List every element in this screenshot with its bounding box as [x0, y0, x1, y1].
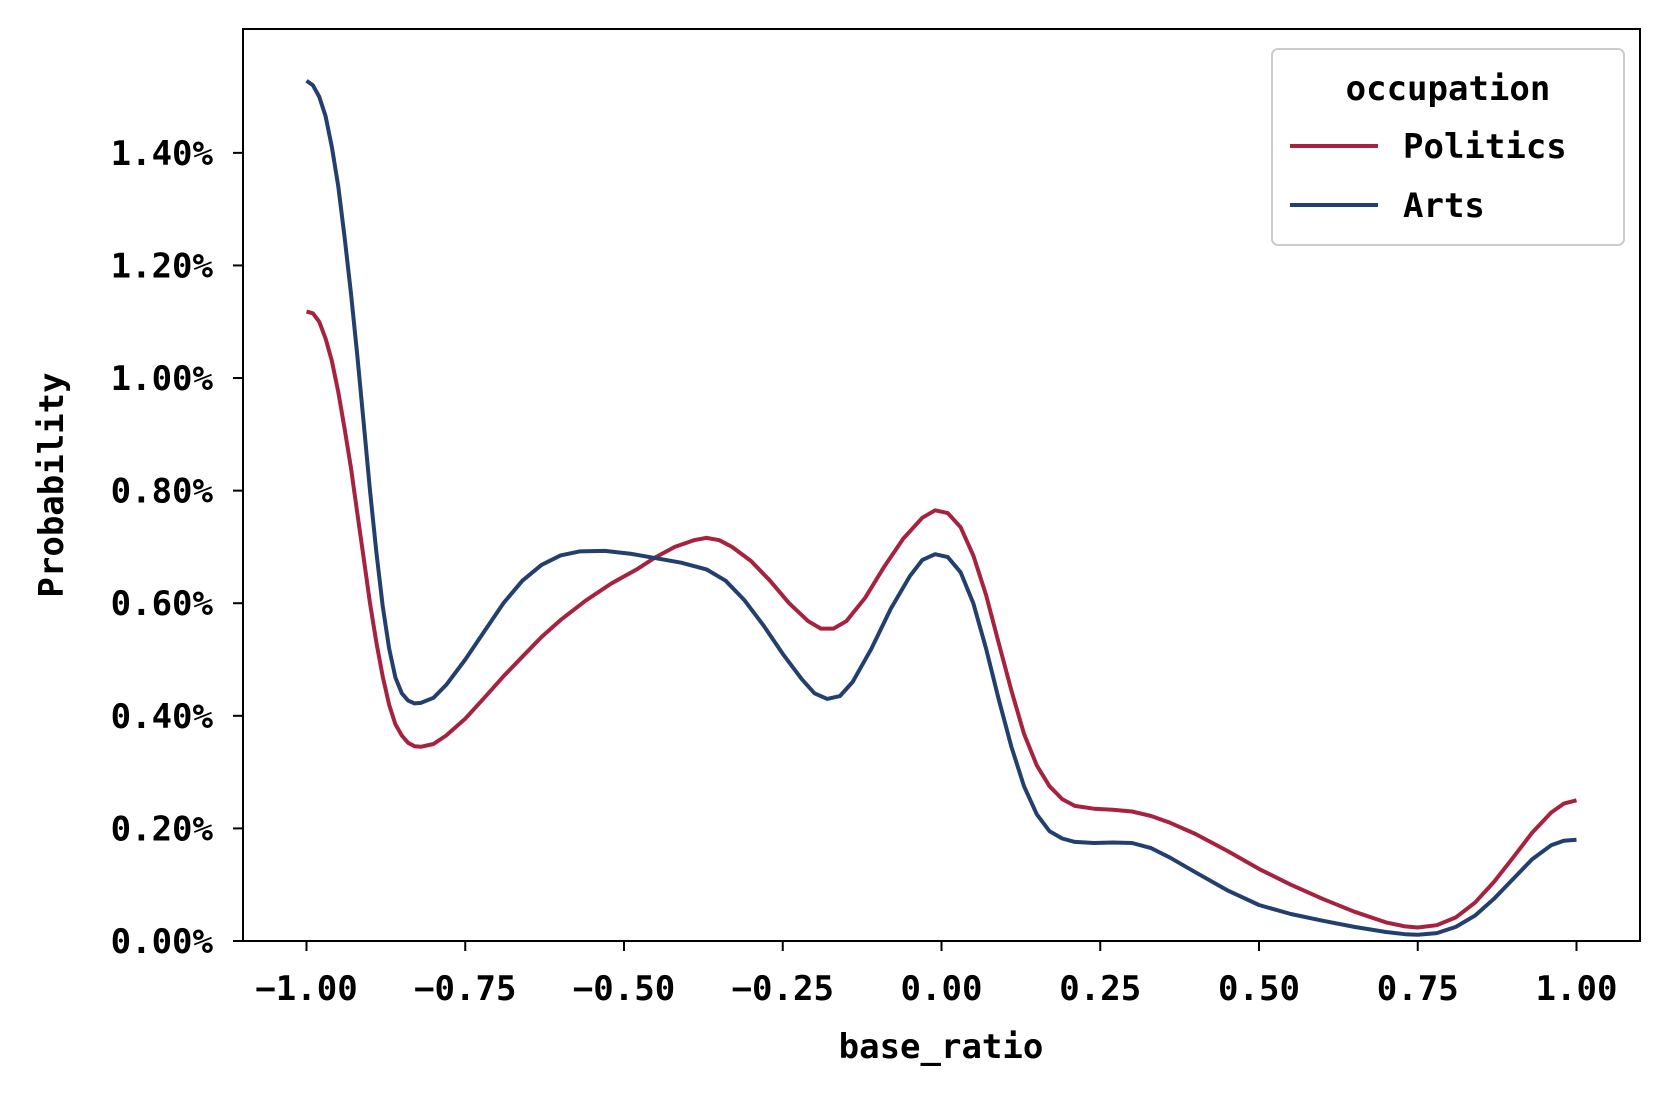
y-tick-label: 1.40%: [111, 134, 214, 174]
series-line-arts: [305, 79, 1577, 937]
x-tick-label: 0.50: [1218, 969, 1300, 1009]
x-tick-label: −0.75: [414, 969, 516, 1009]
y-tick-label: 1.00%: [111, 359, 214, 399]
series-line-politics: [305, 309, 1578, 930]
series-layer: [305, 79, 1578, 937]
legend-title: occupation: [1346, 69, 1551, 109]
legend-label-arts: Arts: [1403, 186, 1485, 226]
x-tick-label: 0.75: [1377, 969, 1459, 1009]
x-axis-label: base_ratio: [839, 1027, 1044, 1067]
x-tick-label: 0.00: [901, 969, 983, 1009]
y-axis-label: Probability: [32, 372, 72, 597]
legend-label-politics: Politics: [1403, 127, 1567, 167]
x-axis: −1.00 −0.75 −0.50 −0.25 0.00 0.25 0.50 0.75 1.00: [255, 941, 1617, 1009]
y-tick-label: 0.40%: [111, 697, 214, 737]
x-tick-label: −1.00: [255, 969, 357, 1009]
x-tick-label: 0.25: [1059, 969, 1141, 1009]
legend-box: [1271, 48, 1625, 246]
x-tick-label: 1.00: [1536, 969, 1618, 1009]
y-tick-label: 0.20%: [111, 809, 214, 849]
legend: occupation Politics Arts: [1271, 48, 1625, 246]
x-tick-label: −0.50: [573, 969, 675, 1009]
y-tick-label: 0.00%: [111, 922, 214, 962]
y-tick-label: 0.80%: [111, 472, 214, 512]
y-axis: 0.00% 0.20% 0.40% 0.60% 0.80% 1.00% 1.20% 1.40%: [111, 134, 243, 962]
y-tick-label: 1.20%: [111, 246, 214, 286]
x-tick-label: −0.25: [732, 969, 834, 1009]
y-tick-label: 0.60%: [111, 584, 214, 624]
